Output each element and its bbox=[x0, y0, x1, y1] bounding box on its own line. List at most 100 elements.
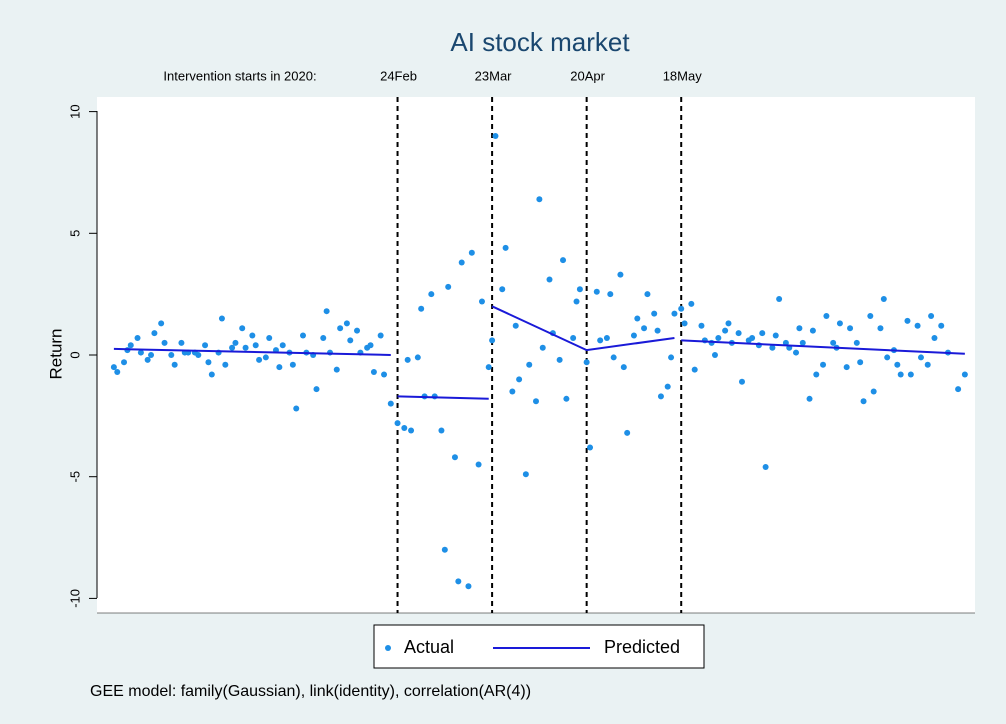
data-point bbox=[820, 361, 827, 368]
data-point bbox=[195, 352, 202, 358]
data-point bbox=[242, 344, 249, 351]
y-axis-label: Return bbox=[46, 328, 65, 379]
data-point bbox=[877, 325, 884, 332]
data-point bbox=[249, 332, 256, 339]
data-point bbox=[641, 325, 648, 332]
data-point bbox=[823, 313, 830, 320]
data-point bbox=[870, 388, 877, 395]
data-point bbox=[408, 427, 415, 434]
data-point bbox=[671, 310, 678, 317]
data-point bbox=[313, 386, 320, 393]
chart-title: AI stock market bbox=[450, 27, 630, 57]
data-point bbox=[458, 259, 465, 266]
data-point bbox=[333, 366, 340, 373]
data-point bbox=[769, 344, 776, 351]
data-point bbox=[897, 371, 904, 378]
data-point bbox=[428, 291, 435, 298]
data-point bbox=[772, 332, 779, 339]
data-point bbox=[229, 344, 236, 351]
data-point bbox=[465, 583, 472, 590]
data-point bbox=[347, 337, 354, 344]
data-point bbox=[546, 276, 553, 283]
data-point bbox=[137, 349, 144, 356]
legend-label: Predicted bbox=[604, 637, 680, 657]
data-point bbox=[289, 361, 296, 368]
data-point bbox=[168, 352, 175, 358]
data-point bbox=[161, 339, 168, 346]
data-point bbox=[711, 352, 718, 358]
data-point bbox=[924, 361, 931, 368]
data-point bbox=[624, 429, 631, 436]
data-point bbox=[205, 359, 212, 366]
data-point bbox=[343, 320, 350, 327]
data-point bbox=[917, 354, 924, 361]
data-point bbox=[907, 371, 914, 378]
data-point bbox=[961, 371, 968, 378]
data-point bbox=[127, 342, 134, 349]
data-point bbox=[451, 454, 458, 461]
event-label: 23Mar bbox=[475, 68, 513, 83]
data-point bbox=[776, 296, 783, 303]
plot-area bbox=[97, 97, 975, 613]
data-point bbox=[725, 320, 732, 327]
data-point bbox=[299, 332, 306, 339]
data-point bbox=[509, 388, 516, 395]
data-point bbox=[894, 361, 901, 368]
data-point bbox=[148, 352, 155, 358]
data-point bbox=[830, 339, 837, 346]
data-point bbox=[610, 354, 617, 361]
data-point bbox=[860, 398, 867, 405]
y-tick-label: -10 bbox=[67, 589, 82, 608]
data-point bbox=[630, 332, 637, 339]
data-point bbox=[867, 313, 874, 320]
data-point bbox=[796, 325, 803, 332]
data-point bbox=[499, 286, 506, 293]
data-point bbox=[955, 386, 962, 393]
data-point bbox=[536, 196, 543, 203]
data-point bbox=[678, 305, 685, 312]
data-point bbox=[931, 334, 938, 341]
data-point bbox=[809, 327, 816, 334]
data-point bbox=[394, 420, 401, 427]
data-point bbox=[668, 354, 675, 361]
data-point bbox=[583, 359, 590, 366]
data-point bbox=[570, 334, 577, 341]
data-point bbox=[151, 330, 158, 337]
data-point bbox=[502, 244, 509, 251]
data-point bbox=[533, 398, 539, 405]
data-point bbox=[158, 320, 165, 327]
data-point bbox=[252, 342, 259, 349]
data-point bbox=[475, 461, 482, 468]
data-point bbox=[354, 327, 361, 334]
intervention-label: Intervention starts in 2020: bbox=[163, 68, 316, 83]
data-point bbox=[813, 371, 820, 378]
event-label: 24Feb bbox=[380, 68, 417, 83]
data-point bbox=[880, 296, 887, 303]
data-point bbox=[735, 330, 742, 337]
data-point bbox=[603, 334, 610, 341]
y-tick-label: 0 bbox=[67, 351, 82, 358]
data-point bbox=[759, 330, 766, 337]
data-point bbox=[478, 298, 485, 305]
data-point bbox=[381, 371, 388, 378]
legend-box bbox=[373, 624, 705, 669]
data-point bbox=[651, 310, 658, 317]
data-point bbox=[455, 578, 462, 585]
y-tick-label: 5 bbox=[67, 230, 82, 237]
data-point bbox=[121, 359, 128, 366]
data-point bbox=[492, 132, 499, 139]
data-point bbox=[904, 317, 911, 324]
data-point bbox=[715, 334, 722, 341]
data-point bbox=[691, 366, 698, 373]
y-tick-label: 10 bbox=[67, 104, 82, 118]
data-point bbox=[110, 364, 117, 371]
data-point bbox=[232, 339, 239, 346]
data-point bbox=[438, 427, 445, 434]
data-point bbox=[644, 291, 651, 298]
data-point bbox=[573, 298, 580, 305]
data-point bbox=[749, 334, 756, 341]
data-point bbox=[370, 369, 377, 376]
data-point bbox=[293, 405, 300, 412]
data-point bbox=[516, 376, 523, 383]
